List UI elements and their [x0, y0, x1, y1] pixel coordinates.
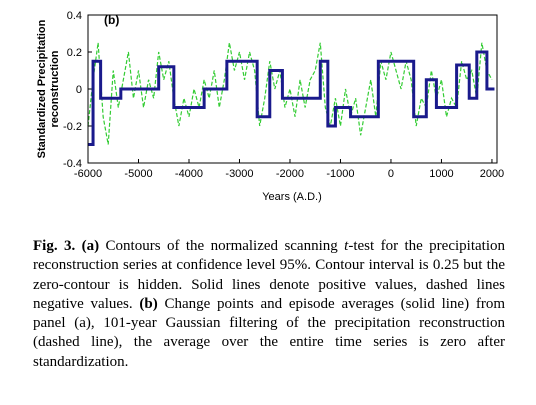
y-tick-label: -0.4 [63, 158, 82, 170]
x-tick-label: -5000 [124, 168, 152, 180]
y-tick-label: -0.2 [63, 121, 82, 133]
x-tick-label: 2000 [480, 168, 504, 180]
panel-label: (b) [104, 13, 119, 27]
data-line [87, 42, 493, 145]
caption-part: (a) [81, 238, 100, 254]
plot-frame [87, 14, 498, 164]
x-axis-label: Years (A.D.) [262, 191, 322, 203]
x-tick-label: -6000 [74, 168, 102, 180]
y-tick-label: 0 [76, 84, 82, 96]
x-tick-label: -2000 [276, 168, 304, 180]
caption-text: Change points and episode averages (soli… [33, 295, 505, 370]
y-axis-label: Standardized Precipitation [36, 19, 48, 158]
x-tick-label: -3000 [225, 168, 253, 180]
x-tick-label: 0 [388, 168, 394, 180]
y-tick-label: 0.2 [67, 47, 82, 59]
data-line [88, 50, 495, 146]
y-axis-label: reconstruction [49, 50, 61, 127]
caption-italic: t [344, 238, 349, 254]
x-tick-label: 1000 [429, 168, 453, 180]
caption-text: -test for the precipitation reconstructi… [33, 238, 505, 312]
fig-number: Fig. 3. [33, 238, 76, 254]
figure-caption: Fig. 3. (a) Contours of the normalized s… [33, 237, 505, 372]
y-tick-label: 0.4 [67, 10, 82, 22]
chart: (b) Standardized Precipitation reconstru… [36, 10, 504, 203]
caption-part: (b) [139, 295, 158, 312]
x-tick-label: -4000 [175, 168, 203, 180]
x-tick-label: -1000 [326, 168, 354, 180]
caption-text: Contours of the normalized scanning [99, 238, 345, 254]
